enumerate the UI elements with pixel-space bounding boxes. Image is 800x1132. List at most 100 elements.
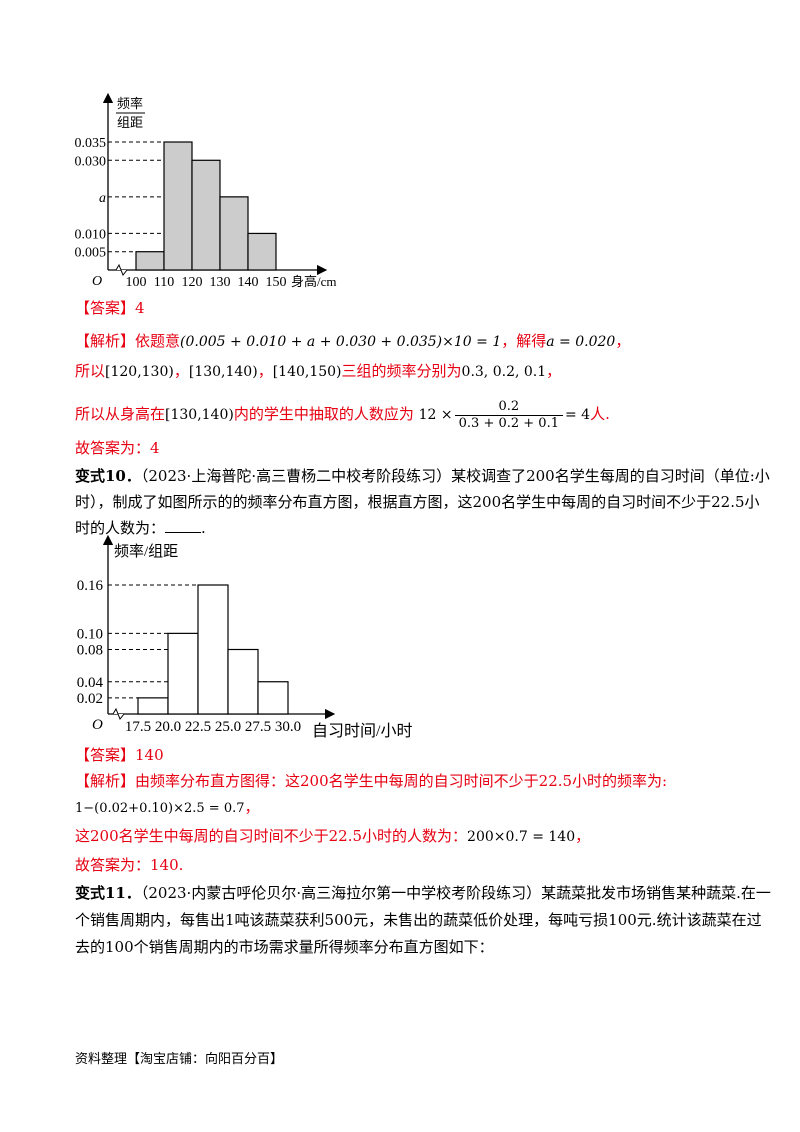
x-tick-label: 120 (182, 275, 203, 290)
analysis-text: 人. (590, 405, 610, 423)
question-text: （2023·内蒙古呼伦贝尔·高三海拉尔第一中学校考阶段练习）某蔬菜批发市场销售某… (140, 884, 771, 902)
variant11-line-1: 变式11．（2023·内蒙古呼伦贝尔·高三海拉尔第一中学校考阶段练习）某蔬菜批发… (75, 883, 771, 903)
analysis-line-3: 所以从身高在[130,140)内的学生中抽取的人数应为 12 × 0.2 0.3 +… (75, 397, 610, 432)
math-formula: 12 × (418, 407, 453, 423)
y-tick-label: 0.035 (75, 136, 107, 151)
histogram-bar (135, 251, 165, 271)
y-axis-label: 频率/组距 (114, 543, 178, 560)
bars (137, 584, 289, 715)
question-text: 时的人数为： (75, 519, 166, 537)
math-formula: 1−(0.02+0.10)×2.5 = 0.7 (75, 801, 245, 816)
math-formula: [120,130) (105, 364, 174, 380)
analysis-text: 依题意 (135, 332, 181, 350)
variant10-line-1: 变式10．（2023·上海普陀·高三曹杨二中校考阶段练习）某校调查了200名学生… (75, 466, 770, 486)
analysis-label: 【解析】 (75, 332, 136, 350)
math-formula: a = 0.020 (546, 334, 616, 350)
x-tick-label: 22.5 (185, 719, 211, 735)
histogram-bar (163, 141, 193, 271)
histogram-bar (227, 648, 259, 715)
x-tick-label: 110 (154, 275, 174, 290)
final-answer-2: 故答案为：140. (75, 856, 184, 874)
math-formula: [140,150) (272, 364, 342, 380)
fraction: 0.2 0.3 + 0.2 + 0.1 (454, 399, 563, 432)
x-tick-label: 30.0 (275, 719, 301, 735)
x-tick-label: 27.5 (245, 719, 271, 735)
variant11-line-2: 个销售周期内，每售出1吨该蔬菜获利500元，未售出的蔬菜低价处理，每吨亏损100… (75, 911, 762, 929)
analysis-text: 三组的频率分别为 (341, 362, 462, 380)
math-formula: [130,140) (165, 407, 234, 423)
variant10-line-2: 时），制成了如图所示的的频率分布直方图，根据直方图，这200名学生中每周的自习时… (75, 493, 760, 511)
analysis-text: ， (173, 362, 189, 380)
answer-line-1: 【答案】4 (75, 298, 145, 318)
y-tick-label: 0.10 (77, 626, 103, 642)
math-formula: = 4 (564, 407, 591, 423)
x-tick-label: 25.0 (215, 719, 241, 735)
histogram-bar (219, 196, 249, 271)
y-tick-labels: 0.16 0.100.08 0.040.02 (77, 578, 104, 707)
footer-text: 资料整理【淘宝店铺：向阳百分百】 (75, 1052, 284, 1067)
x-tick-label: 20.0 (155, 719, 181, 735)
math-formula: [130,140) (188, 364, 258, 380)
y-tick-label: 0.16 (77, 578, 104, 594)
histogram-bar (167, 632, 199, 715)
y-tick-label: a (99, 191, 106, 206)
histogram-bar (257, 681, 289, 715)
x-tick-label: 100 (126, 275, 147, 290)
variant11-line-3: 去的100个销售周期内的市场需求量所得频率分布直方图如下： (75, 938, 494, 956)
analysis2-line-1: 【解析】由频率分布直方图得：这200名学生中每周的自习时间不少于22.5小时的频… (75, 771, 667, 791)
x-tick-labels: 100 110 120 130 140 150 (126, 275, 287, 290)
axis-break (112, 707, 125, 720)
y-tick-label: 0.08 (77, 643, 103, 659)
analysis-text: 所以 (75, 362, 106, 380)
analysis2-line-3: 这200名学生中每周的自习时间不少于22.5小时的人数为：200×0.7 = 1… (75, 826, 590, 847)
x-tick-label: 140 (238, 275, 259, 290)
analysis2-line-2: 1−(0.02+0.10)×2.5 = 0.7， (75, 797, 260, 819)
analysis-text: 由频率分布直方图得：这200名学生中每周的自习时间不少于22.5小时的频率为: (135, 772, 668, 790)
histogram-bar (247, 232, 277, 271)
y-tick-label: 0.005 (75, 246, 107, 261)
y-tick-label: 0.04 (77, 675, 104, 691)
y-tick-label: 0.030 (75, 154, 107, 169)
x-axis-label: 自习时间/小时 (312, 722, 412, 740)
y-tick-labels: 0.035 0.030 a 0.010 0.005 (75, 136, 107, 261)
analysis-label: 【解析】 (75, 772, 136, 790)
histogram-bar (191, 159, 221, 271)
answer-blank (165, 518, 202, 533)
y-tick-label: 0.010 (75, 227, 107, 242)
analysis-text: ， (257, 362, 273, 380)
y-label-bottom: 组距 (117, 115, 143, 130)
analysis-text: ， (546, 362, 562, 380)
bars (135, 141, 277, 271)
origin-label: O (92, 717, 103, 733)
answer-value: 4 (135, 299, 145, 317)
analysis-text: ，解得 (501, 332, 547, 350)
y-tick-label: 0.02 (77, 691, 103, 707)
analysis-text: ， (615, 332, 631, 350)
final-answer-1: 故答案为：4 (75, 439, 160, 457)
analysis-text: ， (575, 827, 591, 845)
fraction-denominator: 0.3 + 0.2 + 0.1 (458, 415, 559, 431)
histogram-bar (197, 584, 229, 715)
histogram-bar (137, 697, 169, 715)
analysis-line-1: 【解析】依题意(0.005 + 0.010 + a + 0.030 + 0.03… (75, 331, 630, 352)
analysis-text: 内的学生中抽取的人数应为 (233, 405, 414, 423)
question-text: （2023·上海普陀·高三曹杨二中校考阶段练习）某校调查了200名学生每周的自习… (140, 467, 770, 485)
question-text: . (201, 519, 206, 537)
analysis-text: ， (244, 798, 260, 816)
answer-value: 140 (135, 746, 164, 764)
x-tick-label: 150 (266, 275, 287, 290)
math-formula: 200×0.7 = 140 (467, 829, 576, 845)
x-tick-label: 130 (210, 275, 231, 290)
axis-break (115, 263, 128, 276)
variant10-line-3: 时的人数为：. (75, 518, 206, 538)
analysis-text: 这200名学生中每周的自习时间不少于22.5小时的人数为： (75, 827, 468, 845)
study-time-histogram: 频率/组距 O 0.16 0.100.08 0.040.02 17.5 20.0 22.… (77, 535, 412, 740)
answer-label: 【答案】 (75, 746, 136, 764)
analysis-text: 所以从身高在 (75, 405, 166, 423)
y-label-top: 频率 (117, 96, 143, 111)
math-formula: (0.005 + 0.010 + a + 0.030 + 0.035)×10 =… (180, 334, 502, 350)
answer-label: 【答案】 (75, 299, 136, 317)
x-tick-labels: 17.5 20.0 22.5 25.0 27.5 30.0 (125, 719, 301, 735)
variant-label: 变式11． (75, 884, 141, 902)
